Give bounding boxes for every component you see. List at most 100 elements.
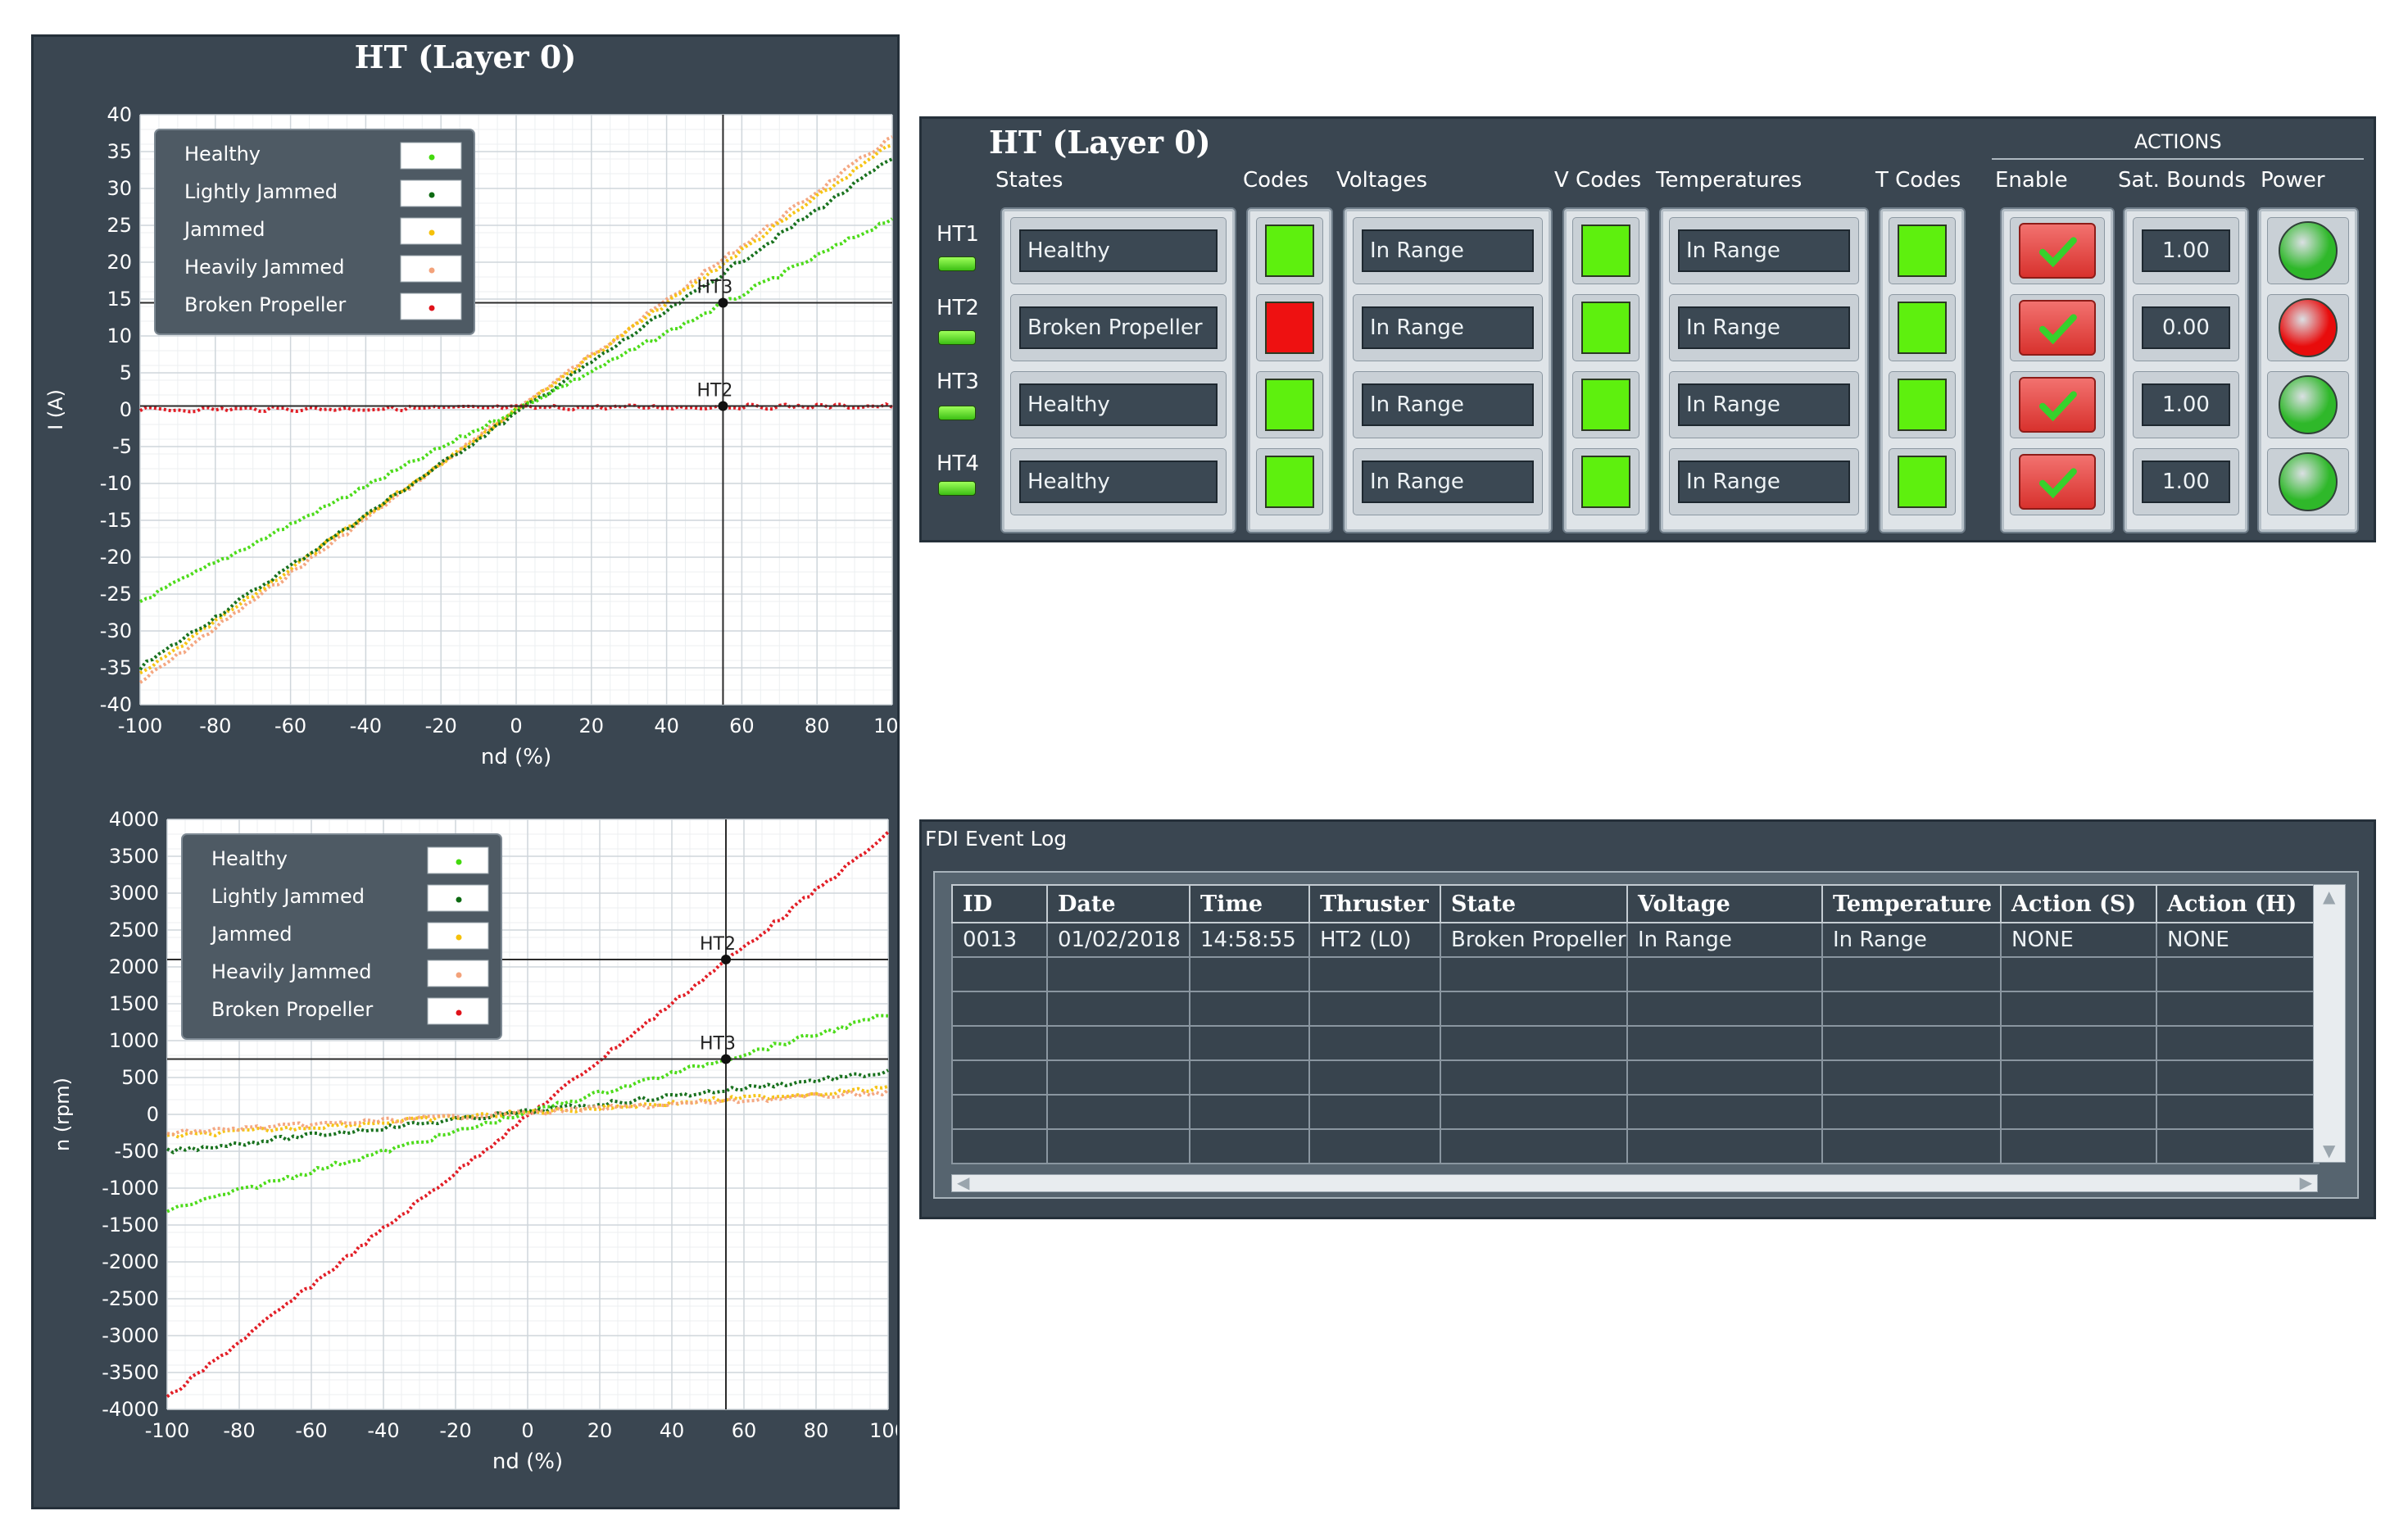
status-panel-title: HT (Layer 0) bbox=[989, 124, 1211, 161]
power-indicator-ht3 bbox=[2279, 375, 2338, 434]
enable-toggle-ht3[interactable] bbox=[2019, 377, 2096, 433]
thruster-indicator-ht3 bbox=[938, 406, 976, 420]
x-tick-label: -100 bbox=[145, 1419, 189, 1442]
cursor-label: HT2 bbox=[700, 934, 736, 955]
legend-entry: Lightly Jammed bbox=[211, 885, 365, 908]
legend-box bbox=[154, 129, 475, 335]
plot-1 bbox=[138, 114, 894, 706]
thruster-id-ht3: HT3 bbox=[936, 370, 979, 394]
log-cell bbox=[1189, 1059, 1310, 1096]
legend-entry: Broken Propeller bbox=[211, 998, 373, 1021]
horizontal-scrollbar[interactable]: ◀ ▶ bbox=[951, 1173, 2318, 1192]
enable-toggle-ht2[interactable] bbox=[2019, 300, 2096, 356]
log-cell bbox=[1626, 1059, 1823, 1096]
scroll-up-icon[interactable]: ▲ bbox=[2323, 887, 2336, 906]
log-cell: Broken Propeller bbox=[1440, 922, 1628, 958]
thruster-indicator-ht2 bbox=[938, 330, 976, 345]
scroll-left-icon[interactable]: ◀ bbox=[957, 1173, 970, 1192]
log-cell bbox=[2000, 956, 2157, 992]
sat-bound-input-ht2[interactable]: 0.00 bbox=[2142, 306, 2230, 349]
legend-marker bbox=[429, 154, 435, 161]
log-column-header[interactable]: Thruster bbox=[1308, 884, 1441, 923]
y-tick-label: -25 bbox=[100, 583, 132, 606]
series-line bbox=[138, 135, 893, 684]
log-cell bbox=[1821, 1128, 2002, 1164]
y-tick-label: -35 bbox=[100, 656, 132, 679]
t-code-indicator-ht2 bbox=[1898, 302, 1947, 354]
y-tick-label: 5 bbox=[120, 361, 132, 384]
temperature-display-ht3: In Range bbox=[1678, 383, 1850, 426]
log-cell bbox=[1189, 1094, 1310, 1130]
chart-panel-title: HT (Layer 0) bbox=[354, 39, 577, 75]
log-cell bbox=[2156, 1025, 2320, 1061]
log-column-header[interactable]: ID bbox=[951, 884, 1048, 923]
log-cell bbox=[1308, 1025, 1441, 1061]
table-row[interactable] bbox=[951, 1094, 2320, 1130]
log-column-header[interactable]: Temperature bbox=[1821, 884, 2002, 923]
log-cell bbox=[1308, 1059, 1441, 1096]
thruster-indicator-ht4 bbox=[938, 481, 976, 496]
table-row[interactable] bbox=[951, 1059, 2320, 1096]
y-tick-label: -10 bbox=[100, 472, 132, 495]
enable-toggle-ht1[interactable] bbox=[2019, 223, 2096, 279]
series-line bbox=[166, 1014, 889, 1214]
log-cell bbox=[2156, 1094, 2320, 1130]
sat-bound-input-ht1[interactable]: 1.00 bbox=[2142, 229, 2230, 272]
log-cell bbox=[1308, 1094, 1441, 1130]
temperature-display-ht4: In Range bbox=[1678, 461, 1850, 503]
legend-entry: Heavily Jammed bbox=[184, 256, 344, 279]
scroll-right-icon[interactable]: ▶ bbox=[2299, 1173, 2312, 1192]
log-cell bbox=[951, 991, 1048, 1027]
sat-bound-input-ht3[interactable]: 1.00 bbox=[2142, 383, 2230, 426]
log-cell bbox=[1046, 1025, 1190, 1061]
y-tick-label: 10 bbox=[107, 324, 132, 347]
y-tick-label: -30 bbox=[100, 619, 132, 642]
v-code-indicator-ht2 bbox=[1581, 302, 1630, 354]
table-row[interactable] bbox=[951, 1025, 2320, 1061]
table-row[interactable] bbox=[951, 956, 2320, 992]
log-column-header[interactable]: State bbox=[1440, 884, 1628, 923]
log-column-header[interactable]: Date bbox=[1046, 884, 1190, 923]
legend-entry: Healthy bbox=[184, 143, 261, 166]
x-tick-label: -80 bbox=[199, 715, 231, 737]
log-cell bbox=[2000, 1059, 2157, 1096]
table-row[interactable]: 0013 01/02/2018 14:58:55 HT2 (L0) Broken Pro… bbox=[951, 922, 2320, 958]
log-cell bbox=[951, 956, 1048, 992]
series-line bbox=[138, 157, 893, 671]
legend-entry: Broken Propeller bbox=[184, 293, 346, 316]
x-tick-label: 80 bbox=[805, 715, 830, 737]
log-cell bbox=[1440, 956, 1628, 992]
log-column-header[interactable]: Action (S) bbox=[2000, 884, 2157, 923]
voltage-display-ht4: In Range bbox=[1362, 461, 1534, 503]
sat-bound-input-ht4[interactable]: 1.00 bbox=[2142, 461, 2230, 503]
series-line bbox=[166, 1068, 889, 1155]
thruster-indicator-ht1 bbox=[938, 256, 976, 271]
log-column-header[interactable]: Voltage bbox=[1626, 884, 1823, 923]
legend-marker bbox=[429, 267, 435, 274]
log-cell bbox=[1308, 991, 1441, 1027]
log-cell: HT2 (L0) bbox=[1308, 922, 1441, 958]
series-line bbox=[139, 217, 894, 603]
power-column bbox=[2257, 207, 2359, 533]
log-cell bbox=[1626, 1025, 1823, 1061]
y-tick-label: 15 bbox=[107, 288, 132, 311]
enable-toggle-ht4[interactable] bbox=[2019, 454, 2096, 510]
cursor-label: HT3 bbox=[700, 1034, 736, 1055]
table-row[interactable] bbox=[951, 1128, 2320, 1164]
log-column-header[interactable]: Time bbox=[1189, 884, 1310, 923]
legend-marker bbox=[456, 1010, 462, 1016]
cursor-point bbox=[721, 1054, 731, 1064]
y-tick-label: 4000 bbox=[109, 808, 159, 831]
t-code-indicator-ht4 bbox=[1898, 456, 1947, 508]
legend-entry: Heavily Jammed bbox=[211, 960, 371, 983]
y-tick-label: -20 bbox=[100, 546, 132, 569]
log-column-header[interactable]: Action (H) bbox=[2156, 884, 2320, 923]
log-cell bbox=[1189, 1025, 1310, 1061]
log-cell bbox=[1046, 991, 1190, 1027]
y-tick-label: 2500 bbox=[109, 919, 159, 941]
scroll-down-icon[interactable]: ▼ bbox=[2323, 1141, 2336, 1160]
table-row[interactable] bbox=[951, 991, 2320, 1027]
vertical-scrollbar[interactable]: ▲ ▼ bbox=[2313, 884, 2346, 1163]
x-tick-label: 40 bbox=[654, 715, 679, 737]
y-axis-label: I (A) bbox=[44, 389, 67, 430]
